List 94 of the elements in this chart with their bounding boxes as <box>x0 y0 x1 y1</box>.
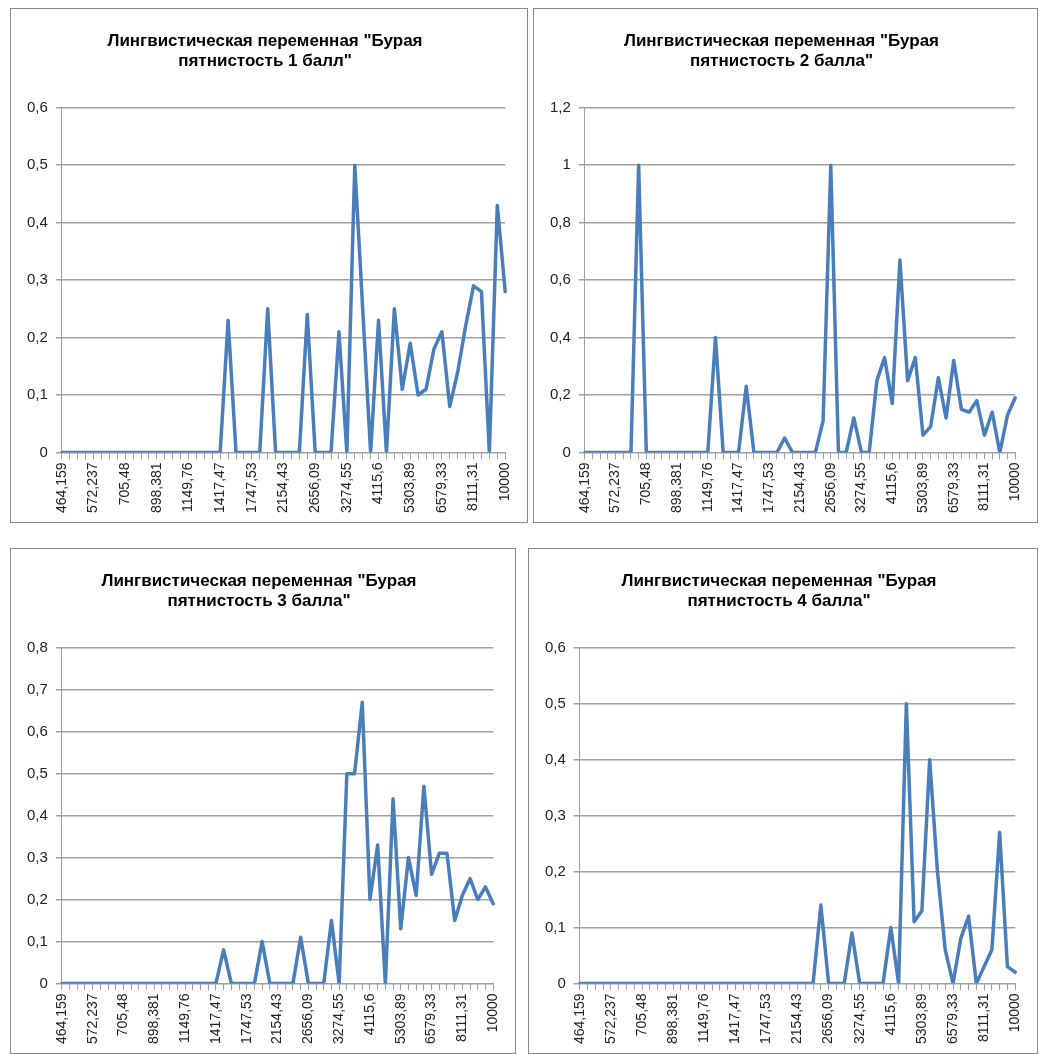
x-tick-label: 10000 <box>1006 993 1023 1033</box>
x-tick-label: 2656,09 <box>821 462 838 513</box>
x-tick-label: 1747,53 <box>237 993 254 1044</box>
y-tick-label: 0,4 <box>26 805 48 823</box>
x-tick-label: 10000 <box>484 993 501 1033</box>
x-tick-label: 705,48 <box>632 993 649 1037</box>
x-tick-label: 572,237 <box>601 993 618 1044</box>
x-tick-label: 1417,47 <box>206 993 223 1044</box>
x-tick-label: 2656,09 <box>299 993 316 1044</box>
x-tick-label: 4115,6 <box>369 462 386 505</box>
y-tick-label: 0,1 <box>544 917 566 935</box>
x-tick-label: 5303,89 <box>912 993 929 1044</box>
y-tick-label: 0,3 <box>544 805 566 823</box>
x-tick-label: 6579,33 <box>432 462 449 513</box>
x-tick-label: 10000 <box>1006 462 1023 502</box>
x-tick-label: 8111,31 <box>453 993 470 1042</box>
x-tick-label: 4115,6 <box>881 993 898 1036</box>
x-tick-label: 2656,09 <box>819 993 836 1044</box>
x-tick-label: 5303,89 <box>913 462 930 513</box>
x-tick-label: 1417,47 <box>211 462 228 513</box>
x-tick-label: 2154,43 <box>788 993 805 1044</box>
y-tick-label: 0,4 <box>549 327 571 345</box>
x-tick-label: 898,381 <box>145 993 162 1044</box>
y-tick-label: 0,3 <box>26 847 48 865</box>
y-tick-label: 0,1 <box>26 385 48 403</box>
x-tick-label: 898,381 <box>664 993 680 1044</box>
x-tick-label: 464,159 <box>575 462 592 513</box>
y-tick-label: 0,5 <box>26 763 48 781</box>
y-tick-label: 0,2 <box>26 889 48 907</box>
x-tick-label: 464,159 <box>52 462 69 513</box>
x-tick-label: 1417,47 <box>726 993 743 1044</box>
x-tick-label: 898,381 <box>667 462 684 513</box>
x-tick-label: 3274,55 <box>852 462 869 513</box>
x-tick-label: 3274,55 <box>850 993 867 1044</box>
x-tick-label: 898,381 <box>147 462 164 513</box>
chart-title: Лингвистическая переменная "Бурая пятнистость 1 балл" <box>107 30 423 71</box>
x-tick-label: 5303,89 <box>401 462 418 513</box>
x-tick-label: 4115,6 <box>883 462 900 505</box>
x-tick-label: 1747,53 <box>242 462 259 513</box>
x-tick-label: 705,48 <box>637 462 654 506</box>
x-tick-label: 572,237 <box>84 462 101 513</box>
y-tick-label: 0,6 <box>544 637 566 655</box>
y-tick-label: 0,6 <box>549 270 571 288</box>
x-tick-label: 6579,33 <box>422 993 439 1044</box>
y-tick-label: 0,2 <box>544 861 566 879</box>
x-tick-label: 705,48 <box>114 993 131 1037</box>
y-tick-label: 0,7 <box>26 679 48 697</box>
x-tick-label: 1747,53 <box>757 993 774 1044</box>
chart-title: Лингвистическая переменная "Бурая пятнистость 3 балла" <box>101 570 417 611</box>
chart-title: Лингвистическая переменная "Бурая пятнистость 2 балла" <box>623 30 940 71</box>
x-tick-label: 10000 <box>496 462 513 502</box>
x-tick-label: 6579,33 <box>943 993 960 1044</box>
y-tick-label: 0,2 <box>26 327 48 345</box>
x-tick-label: 8111,31 <box>464 462 481 511</box>
x-tick-label: 8111,31 <box>974 993 991 1042</box>
y-tick-label: 0,5 <box>26 155 48 173</box>
x-tick-label: 705,48 <box>116 462 133 506</box>
y-tick-label: 0,5 <box>544 693 566 711</box>
x-tick-label: 572,237 <box>83 993 100 1044</box>
x-tick-label: 5303,89 <box>391 993 408 1044</box>
x-tick-label: 1417,47 <box>729 462 746 513</box>
y-tick-label: 1 <box>562 155 571 173</box>
x-tick-label: 4115,6 <box>360 993 377 1036</box>
x-tick-label: 1747,53 <box>760 462 777 513</box>
y-tick-label: 0 <box>557 973 566 991</box>
y-tick-label: 0,8 <box>26 637 48 655</box>
x-tick-label: 1149,76 <box>179 462 196 512</box>
y-tick-label: 0,2 <box>549 385 571 403</box>
chart-title: Лингвистическая переменная "Бурая пятнистость 4 балла" <box>621 570 937 611</box>
x-tick-label: 2154,43 <box>790 462 807 513</box>
y-tick-label: 0,4 <box>544 749 566 767</box>
y-tick-label: 0 <box>562 442 571 460</box>
x-tick-label: 2154,43 <box>268 993 285 1044</box>
x-tick-label: 464,159 <box>52 993 69 1044</box>
x-tick-label: 8111,31 <box>975 462 992 511</box>
x-tick-label: 2154,43 <box>274 462 291 513</box>
y-tick-label: 0 <box>39 973 48 991</box>
y-tick-label: 0,8 <box>549 212 571 230</box>
x-tick-label: 6579,33 <box>944 462 961 513</box>
x-tick-label: 464,159 <box>570 993 587 1044</box>
y-tick-label: 0,3 <box>26 270 48 288</box>
x-tick-label: 3274,55 <box>330 993 347 1044</box>
y-tick-label: 0 <box>39 442 48 460</box>
y-tick-label: 1,2 <box>549 97 571 115</box>
y-tick-label: 0,4 <box>26 212 48 230</box>
x-tick-label: 572,237 <box>606 462 623 513</box>
x-tick-label: 3274,55 <box>337 462 354 513</box>
y-tick-label: 0,6 <box>26 97 48 115</box>
y-tick-label: 0,6 <box>26 721 48 739</box>
x-tick-label: 1149,76 <box>175 993 192 1043</box>
y-tick-label: 0,1 <box>26 931 48 949</box>
x-tick-label: 1149,76 <box>695 993 712 1043</box>
x-tick-label: 2656,09 <box>306 462 323 513</box>
x-tick-label: 1149,76 <box>698 462 715 512</box>
